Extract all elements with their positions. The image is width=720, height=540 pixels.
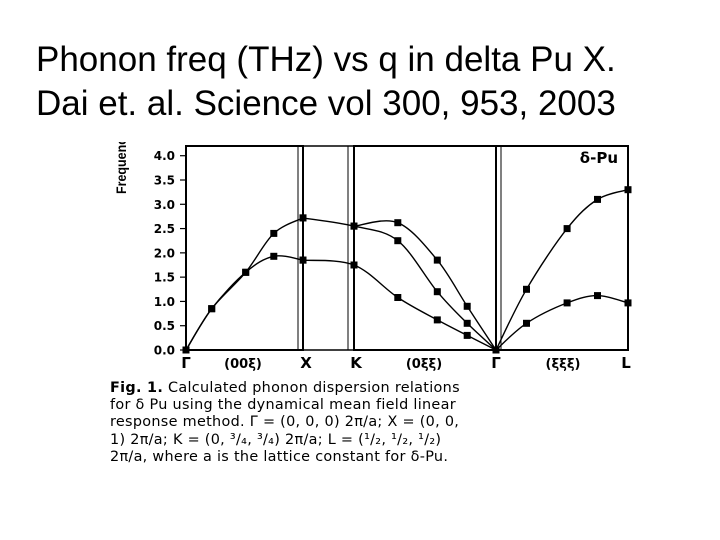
data-point — [242, 268, 250, 276]
x-axis-labels: Γ X K Γ L (00ξ) (0ξξ) (ξξξ) — [181, 354, 631, 372]
x-point-label: K — [350, 354, 363, 372]
x-point-label: Γ — [181, 354, 191, 372]
y-tick-label: 2.5 — [154, 222, 175, 236]
caption-fig-label: Fig. 1. — [110, 380, 164, 396]
data-point — [208, 305, 216, 313]
y-tick-label: 0.0 — [154, 344, 175, 358]
dispersion-branch-6 — [495, 294, 629, 351]
x-segment-label: (0ξξ) — [406, 357, 442, 372]
y-tick-label: 2.0 — [154, 246, 175, 260]
data-point — [350, 261, 358, 269]
caption-line-1: Fig. 1. Calculated phonon dispersion rel… — [110, 380, 650, 397]
y-tick-label: 0.5 — [154, 319, 175, 333]
caption-text-1: Calculated phonon dispersion relations — [168, 380, 460, 396]
phonon-dispersion-chart: Frequency, THz 0.0 0.5 1.0 1.5 2.0 2.5 3.0 3.5 4… — [113, 142, 632, 372]
inset-label-delta-pu: δ-Pu — [580, 149, 618, 167]
data-point — [563, 225, 571, 233]
dispersion-branch-2 — [185, 217, 304, 351]
data-markers — [182, 186, 632, 354]
data-point — [433, 256, 441, 264]
frame-x-k — [302, 145, 355, 351]
y-tick-label: 4.0 — [154, 149, 175, 163]
y-axis-label: Frequency, THz — [113, 142, 129, 194]
data-point — [394, 237, 402, 245]
data-point — [299, 214, 307, 222]
data-point — [394, 294, 402, 301]
figure-caption: Fig. 1. Calculated phonon dispersion rel… — [110, 380, 650, 466]
data-point — [594, 195, 601, 203]
caption-line-5: 2π/a, where a is the lattice constant fo… — [110, 448, 449, 465]
frame-gamma-l — [495, 145, 629, 351]
y-tick-label: 3.5 — [154, 174, 175, 188]
caption-line-2: for δ Pu using the dynamical mean field … — [110, 397, 456, 414]
data-point — [270, 229, 278, 237]
data-point — [594, 292, 601, 300]
data-point — [433, 288, 441, 296]
caption-line-4: 1) 2π/a; K = (0, ³/₄, ³/₄) 2π/a; L = (¹/… — [110, 431, 442, 448]
x-point-label: X — [300, 354, 312, 372]
data-point — [624, 299, 632, 307]
data-point — [463, 331, 471, 339]
frame-k-gamma — [353, 145, 497, 351]
dispersion-curves — [185, 189, 629, 351]
data-point — [299, 256, 307, 264]
data-point — [523, 319, 530, 327]
slide-title-line-2: Dai et. al. Science vol 300, 953, 2003 — [36, 84, 616, 123]
data-point — [492, 346, 500, 354]
data-point — [624, 186, 632, 194]
x-segment-label: (ξξξ) — [546, 357, 581, 372]
y-tick-label: 3.0 — [154, 198, 175, 212]
dispersion-branch-7 — [495, 189, 629, 351]
y-axis-ticks: 0.0 0.5 1.0 1.5 2.0 2.5 3.0 3.5 4.0 — [154, 149, 186, 358]
x-point-label: Γ — [491, 354, 501, 372]
data-point — [270, 252, 278, 260]
y-tick-label: 1.5 — [154, 271, 175, 285]
x-point-label: L — [621, 354, 631, 372]
x-segment-label: (00ξ) — [224, 357, 262, 372]
chart-frames — [185, 145, 629, 351]
data-point — [463, 319, 471, 327]
data-point — [563, 299, 571, 307]
caption-line-3: response method. Γ = (0, 0, 0) 2π/a; X =… — [110, 414, 460, 431]
data-point — [350, 222, 358, 230]
data-point — [182, 346, 190, 354]
data-point — [463, 302, 471, 310]
data-point — [523, 285, 530, 293]
y-tick-label: 1.0 — [154, 295, 175, 309]
data-point — [433, 316, 441, 324]
slide-title-line-1: Phonon freq (THz) vs q in delta Pu X. — [36, 40, 616, 79]
slide-title: Phonon freq (THz) vs q in delta Pu X. Da… — [36, 38, 706, 126]
data-point — [394, 219, 402, 227]
